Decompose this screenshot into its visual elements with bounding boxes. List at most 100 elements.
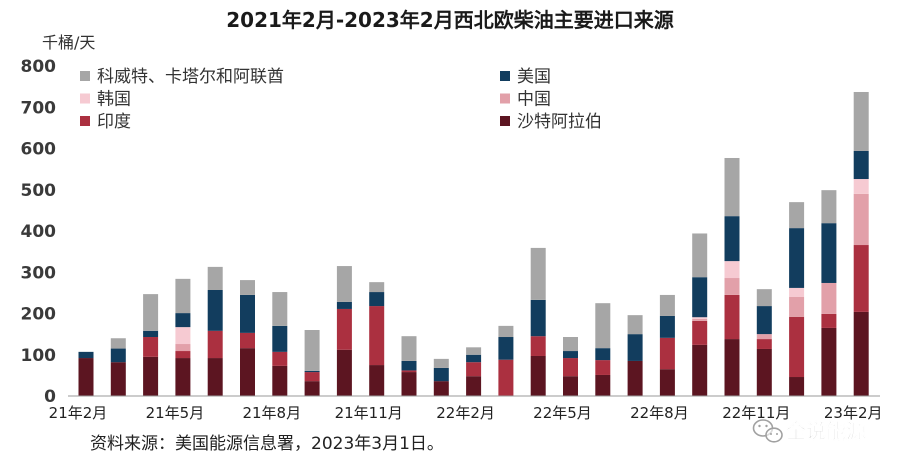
x-tick-label: 23年2月	[824, 404, 883, 422]
bar-segment	[336, 301, 352, 309]
x-axis: 21年2月 21年5月 21年8月 21年11月 22年2月 22年5月 22年8月 22年1…	[49, 404, 883, 422]
bar-segment	[756, 289, 772, 307]
bar-segment	[821, 282, 837, 314]
bar-segment	[175, 351, 191, 359]
legend-swatch	[500, 71, 510, 81]
bar-segment	[789, 377, 805, 396]
bar-segment	[724, 294, 740, 340]
bar-segment	[304, 370, 320, 373]
bar-segment	[595, 374, 611, 396]
legend-label: 印度	[97, 112, 131, 132]
bar-segment	[433, 367, 449, 382]
bar-segment	[659, 294, 675, 316]
bar-segment	[821, 223, 837, 283]
x-tick-label: 22年2月	[436, 404, 495, 422]
bar-segment	[853, 91, 869, 151]
bar-segment	[821, 327, 837, 396]
bar-segment	[272, 292, 288, 326]
legend-label: 科威特、卡塔尔和阿联酋	[97, 67, 284, 87]
x-tick-label: 22年8月	[630, 404, 689, 422]
bar-segment	[821, 190, 837, 224]
legend-label: 韩国	[97, 90, 131, 110]
y-tick-label: 400	[21, 222, 57, 242]
bar-segment	[433, 381, 449, 396]
bar-segment	[724, 216, 740, 262]
bar-segment	[369, 365, 385, 396]
bar-segment	[498, 337, 514, 360]
legend-label: 沙特阿拉伯	[517, 112, 602, 132]
bar-segment	[563, 376, 578, 396]
bar-segment	[563, 351, 578, 359]
bar-segment	[627, 315, 643, 335]
bar-segment	[530, 299, 546, 337]
bar-segment	[466, 347, 482, 355]
bar-segment	[789, 316, 805, 378]
bar-segment	[756, 306, 772, 335]
bar-segment	[530, 355, 546, 396]
bar-segment	[595, 303, 611, 349]
bar-segment	[369, 292, 385, 307]
legend-item: 韩国	[80, 90, 131, 110]
bar-segment	[78, 351, 94, 359]
bar-segment	[692, 277, 708, 318]
bar-segment	[401, 370, 417, 373]
y-tick-label: 200	[21, 305, 57, 325]
bar-segment	[498, 325, 514, 338]
bar-segment	[369, 282, 385, 293]
bar-segment	[692, 344, 708, 396]
bar-segment	[692, 233, 708, 278]
bar-segment	[304, 372, 320, 382]
bar-segment	[530, 336, 546, 356]
bar-segment	[401, 336, 417, 361]
legend-swatch	[500, 93, 510, 104]
bar-segment	[272, 365, 288, 396]
bar-segment	[175, 358, 191, 396]
bars	[78, 91, 869, 396]
bar-segment	[110, 362, 126, 396]
bar-segment	[272, 325, 288, 352]
legend-swatch	[80, 71, 90, 81]
bar-segment	[240, 332, 255, 349]
bar-segment	[304, 330, 320, 371]
bar-segment	[143, 294, 159, 331]
bar-segment	[659, 315, 675, 338]
bar-segment	[78, 358, 94, 396]
legend-item: 科威特、卡塔尔和阿联酋	[80, 67, 284, 87]
bar-segment	[756, 339, 772, 349]
bar-segment	[110, 338, 126, 349]
bar-segment	[143, 330, 159, 338]
legend-swatch	[500, 116, 510, 126]
bar-segment	[272, 351, 288, 366]
bar-segment	[143, 337, 159, 357]
bar-segment	[240, 280, 255, 295]
bar-segment	[756, 348, 772, 396]
x-tick-label: 22年11月	[722, 404, 790, 422]
y-tick-label: 800	[21, 57, 57, 77]
bar-segment	[304, 381, 320, 396]
bar-segment	[789, 297, 805, 317]
bar-segment	[401, 360, 417, 371]
y-tick-label: 600	[21, 140, 57, 160]
bar-segment	[853, 311, 869, 396]
bar-segment	[853, 193, 869, 246]
bar-segment	[207, 358, 223, 396]
y-tick-label: 700	[21, 98, 57, 118]
bar-segment	[336, 308, 352, 350]
bar-segment	[692, 318, 708, 321]
legend-swatch	[80, 116, 90, 126]
y-tick-label: 300	[21, 263, 57, 283]
bar-segment	[724, 157, 740, 217]
bar-segment	[466, 362, 482, 377]
bar-segment	[175, 327, 191, 345]
y-axis: 0 100 200 300 400 500 600 700 800	[21, 57, 57, 407]
x-tick-label: 21年8月	[242, 404, 301, 422]
bar-segment	[207, 266, 223, 290]
bar-segment	[724, 261, 740, 279]
bar-segment	[692, 317, 708, 319]
bar-segment	[659, 337, 675, 370]
bar-segment	[498, 359, 514, 396]
bar-segment	[530, 247, 546, 300]
bar-segment	[724, 278, 740, 295]
